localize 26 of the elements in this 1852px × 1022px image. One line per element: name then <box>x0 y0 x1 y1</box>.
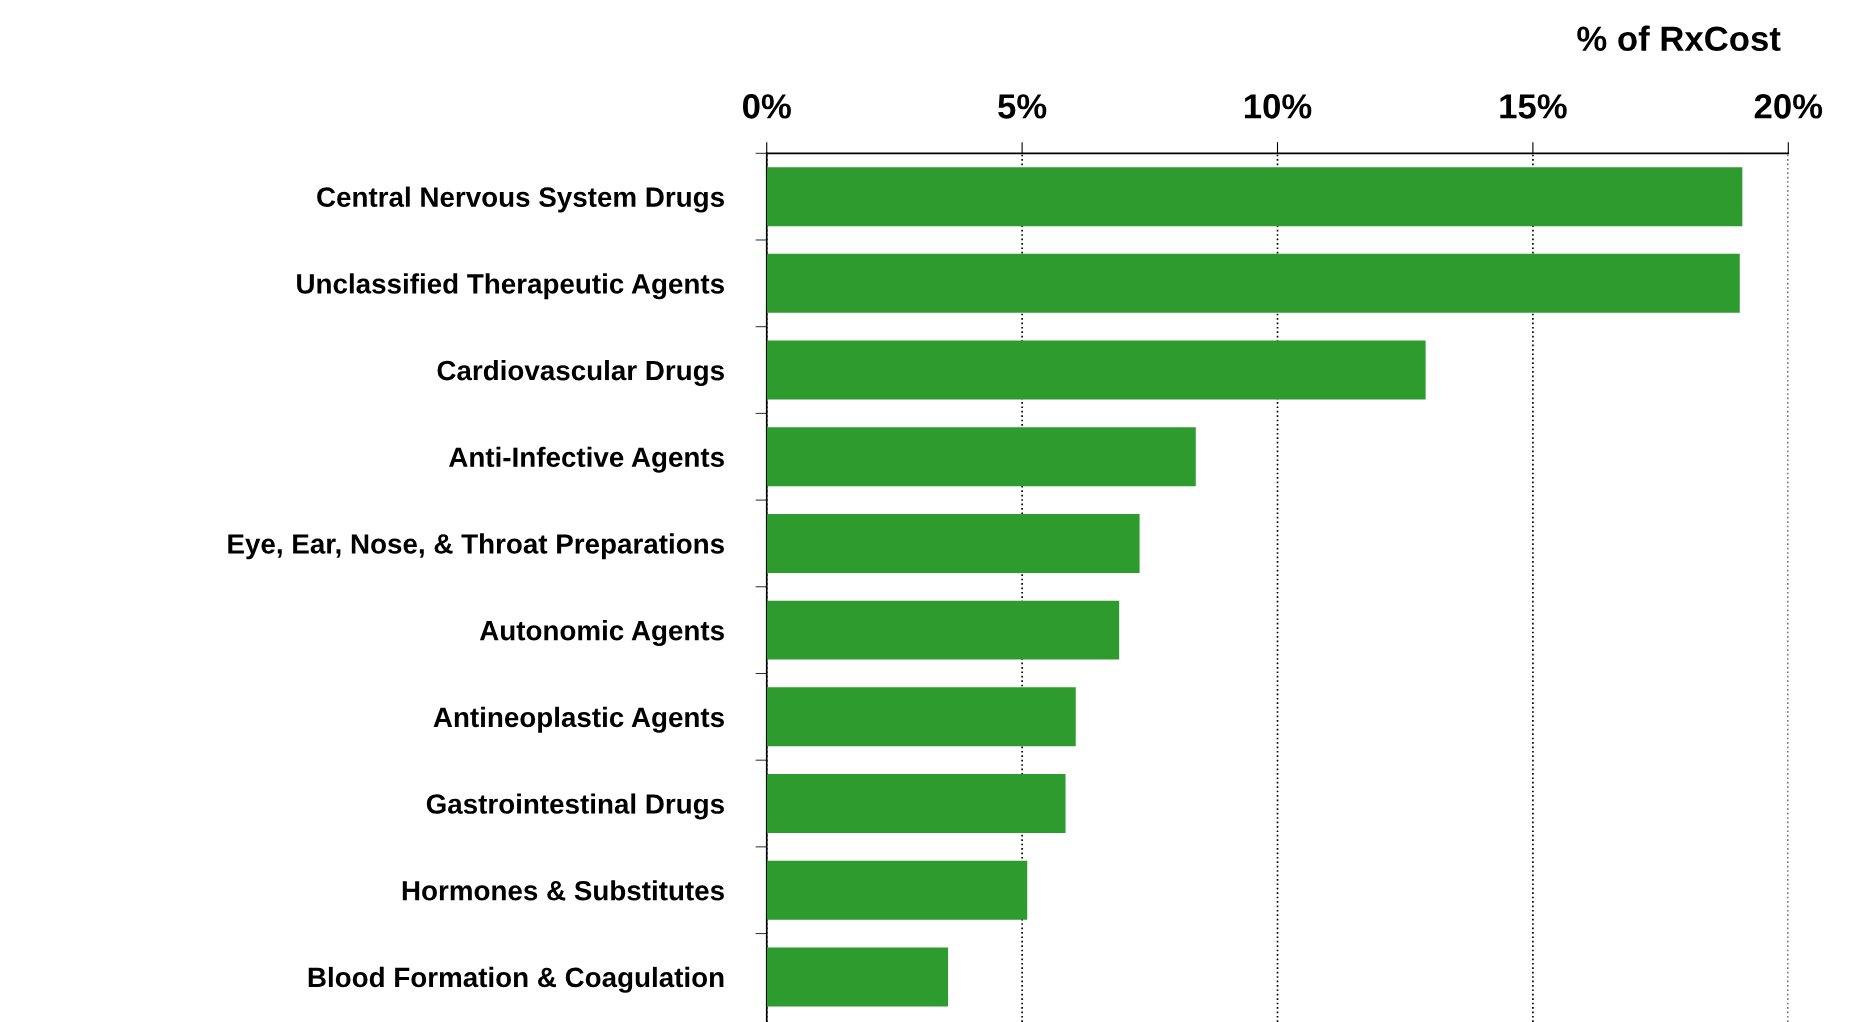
bar <box>766 687 1076 747</box>
y-tick-label: Unclassified Therapeutic Agents <box>297 273 724 300</box>
x-tick-label: 0% <box>743 94 791 119</box>
y-tick-label: Central Nervous System Drugs <box>317 186 724 213</box>
bar <box>766 427 1196 487</box>
bar <box>766 600 1120 660</box>
bar <box>766 253 1740 313</box>
y-tick-label: Hormones & Substitutes <box>402 880 724 901</box>
x-tick-label: 5% <box>998 94 1047 119</box>
y-tick-label: Blood Formation & Coagulation <box>308 966 724 993</box>
y-tick-label: Eye, Ear, Nose, & Throat Preparations <box>228 533 724 560</box>
x-tick-label: 10% <box>1244 94 1312 119</box>
y-tick-label: Anti-Infective Agents <box>449 446 724 473</box>
x-axis-title: % of RxCost <box>1577 25 1781 52</box>
y-tick-label: Gastrointestinal Drugs <box>426 793 724 820</box>
bar <box>766 167 1743 227</box>
x-tick-label: 15% <box>1500 94 1567 119</box>
y-tick-label: Cardiovascular Drugs <box>437 359 724 386</box>
y-tick-label: Antineoplastic Agents <box>433 706 724 733</box>
bar <box>766 513 1140 573</box>
bar <box>766 340 1426 400</box>
bar <box>766 774 1066 833</box>
y-tick-label: Autonomic Agents <box>479 620 724 647</box>
x-tick-label: 20% <box>1754 94 1823 119</box>
bar <box>766 860 1028 920</box>
bar <box>766 947 949 1007</box>
